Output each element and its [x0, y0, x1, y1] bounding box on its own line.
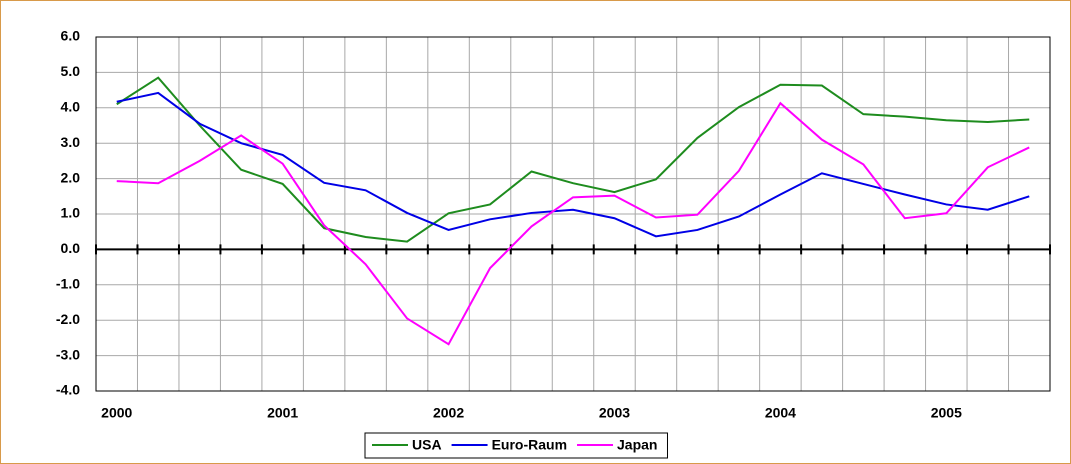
series-line [116, 91, 1030, 238]
x-tick-label: 2004 [765, 405, 796, 421]
y-tick-label: 5.0 [61, 63, 81, 79]
y-tick-label: 6.0 [61, 28, 81, 44]
legend-box [364, 432, 668, 459]
y-tick-label: -4.0 [56, 382, 80, 398]
series-line [116, 101, 1030, 346]
x-tick-label: 2002 [433, 405, 464, 421]
y-tick-label: -1.0 [56, 276, 80, 292]
legend-label: Euro-Raum [492, 437, 567, 453]
y-tick-label: 1.0 [61, 205, 81, 221]
y-tick-label: 4.0 [61, 99, 81, 115]
legend: USA Euro-Raum Japan [364, 432, 668, 459]
x-tick-label: 2003 [599, 405, 630, 421]
y-tick-label: -2.0 [56, 311, 80, 327]
legend-label: USA [412, 437, 442, 453]
y-tick-label: 2.0 [61, 169, 81, 185]
x-tick-label: 2001 [267, 405, 298, 421]
y-tick-label: 3.0 [61, 134, 81, 150]
plot-border [95, 36, 1051, 392]
y-tick-label: 0.0 [61, 240, 81, 256]
legend-label: Japan [617, 437, 657, 453]
y-tick-label: -3.0 [56, 346, 80, 362]
x-tick-label: 2005 [931, 405, 962, 421]
series-line [116, 76, 1030, 243]
x-tick-label: 2000 [101, 405, 132, 421]
